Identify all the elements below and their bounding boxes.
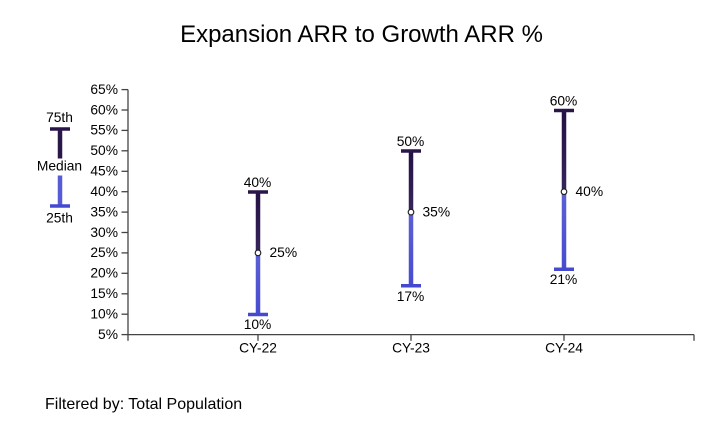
svg-text:Median: Median bbox=[37, 159, 82, 174]
svg-text:60%: 60% bbox=[90, 102, 118, 117]
svg-text:40%: 40% bbox=[576, 184, 604, 199]
svg-text:40%: 40% bbox=[244, 175, 272, 190]
svg-text:65%: 65% bbox=[90, 82, 118, 97]
svg-text:CY-24: CY-24 bbox=[545, 341, 583, 356]
svg-text:25%: 25% bbox=[90, 245, 118, 260]
svg-text:25%: 25% bbox=[270, 245, 298, 260]
svg-text:21%: 21% bbox=[550, 272, 578, 287]
svg-text:35%: 35% bbox=[90, 204, 118, 219]
svg-text:CY-22: CY-22 bbox=[239, 341, 277, 356]
svg-text:30%: 30% bbox=[90, 225, 118, 240]
svg-text:60%: 60% bbox=[550, 93, 578, 108]
svg-text:CY-23: CY-23 bbox=[392, 341, 430, 356]
svg-text:55%: 55% bbox=[90, 123, 118, 138]
svg-text:20%: 20% bbox=[90, 266, 118, 281]
svg-text:50%: 50% bbox=[90, 143, 118, 158]
svg-text:40%: 40% bbox=[90, 184, 118, 199]
svg-text:25th: 25th bbox=[46, 210, 73, 225]
svg-text:Filtered by: Total Population: Filtered by: Total Population bbox=[45, 396, 242, 413]
svg-text:35%: 35% bbox=[423, 204, 451, 219]
svg-text:17%: 17% bbox=[397, 289, 425, 304]
svg-text:5%: 5% bbox=[98, 327, 118, 342]
svg-text:10%: 10% bbox=[90, 307, 118, 322]
svg-text:Expansion ARR to Growth ARR %: Expansion ARR to Growth ARR % bbox=[180, 21, 543, 48]
svg-text:50%: 50% bbox=[397, 134, 425, 149]
svg-text:75th: 75th bbox=[46, 110, 73, 125]
svg-text:45%: 45% bbox=[90, 164, 118, 179]
svg-text:10%: 10% bbox=[244, 317, 272, 332]
svg-text:15%: 15% bbox=[90, 286, 118, 301]
